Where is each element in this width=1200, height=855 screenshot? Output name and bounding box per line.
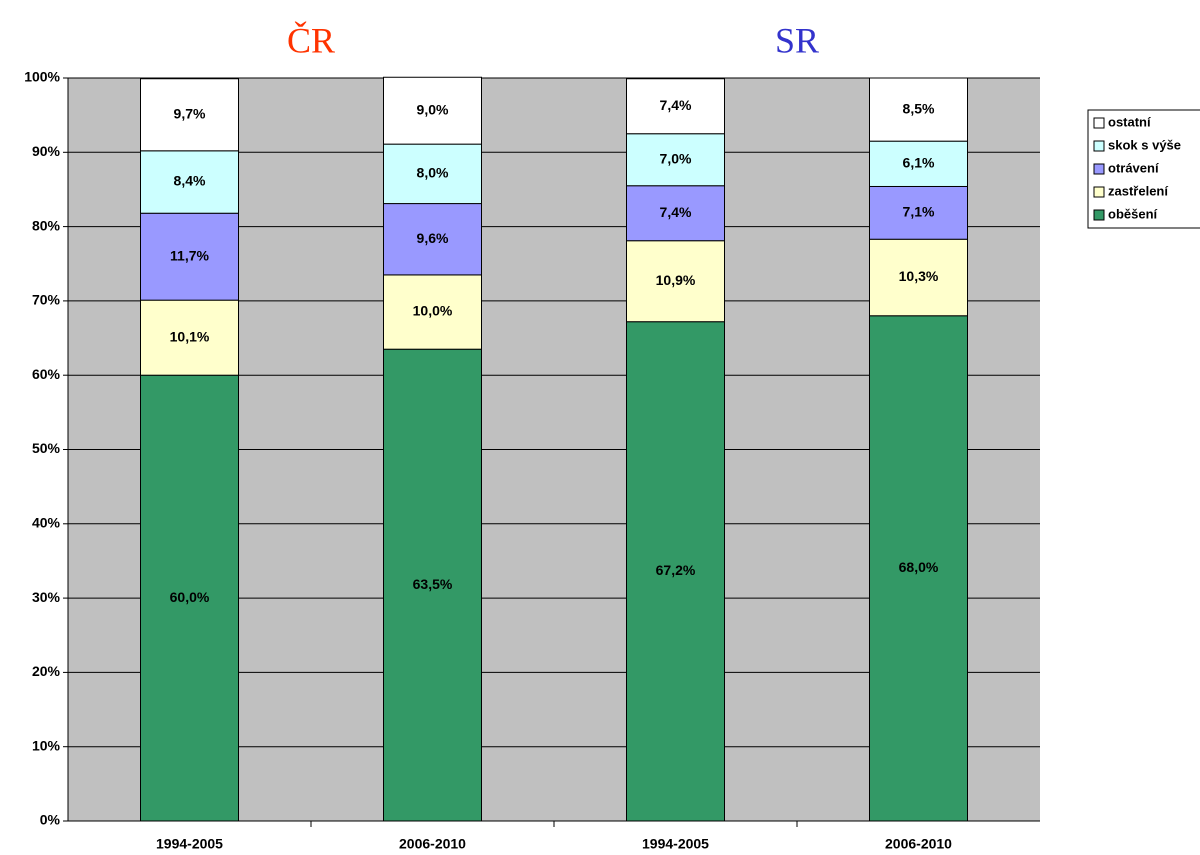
data-label: 6,1% bbox=[903, 155, 935, 171]
bar-segment bbox=[383, 274, 482, 350]
data-label: 7,0% bbox=[660, 150, 692, 166]
y-tick-label: 30% bbox=[32, 589, 61, 605]
y-tick-label: 80% bbox=[32, 217, 61, 233]
bar-segment bbox=[140, 299, 239, 376]
data-label: 10,3% bbox=[899, 268, 939, 284]
legend-swatch bbox=[1093, 140, 1105, 152]
data-label: 68,0% bbox=[899, 559, 939, 575]
data-label: 7,4% bbox=[660, 204, 692, 220]
data-label: 10,1% bbox=[170, 328, 210, 344]
bar-segment bbox=[869, 185, 968, 240]
bar-segment bbox=[383, 348, 482, 822]
data-label: 9,7% bbox=[174, 105, 206, 121]
x-tick-label: 1994-2005 bbox=[156, 836, 223, 852]
legend-label: skok s výše bbox=[1108, 137, 1181, 152]
group-label: ČR bbox=[287, 20, 335, 60]
x-tick-label: 2006-2010 bbox=[399, 836, 466, 852]
legend-label: oběšení bbox=[1108, 206, 1158, 221]
legend-swatch bbox=[1093, 163, 1105, 175]
data-label: 67,2% bbox=[656, 562, 696, 578]
bar-segment bbox=[383, 143, 482, 205]
legend-swatch bbox=[1093, 209, 1105, 221]
x-tick-label: 2006-2010 bbox=[885, 836, 952, 852]
bar-segment bbox=[140, 212, 239, 301]
data-label: 8,4% bbox=[174, 173, 206, 189]
y-tick-label: 20% bbox=[32, 663, 61, 679]
bar-segment bbox=[140, 78, 239, 152]
legend-label: zastřelení bbox=[1108, 183, 1168, 198]
bar-segment bbox=[626, 321, 725, 822]
bar-segment bbox=[626, 133, 725, 187]
bar-segment bbox=[869, 315, 968, 822]
data-label: 7,1% bbox=[903, 204, 935, 220]
bar-segment bbox=[383, 76, 482, 145]
bar-segment bbox=[626, 240, 725, 323]
y-tick-label: 10% bbox=[32, 737, 61, 753]
data-label: 11,7% bbox=[170, 247, 209, 263]
bar-segment bbox=[626, 185, 725, 242]
y-tick-label: 0% bbox=[40, 812, 61, 828]
legend-label: otrávení bbox=[1108, 160, 1159, 175]
group-label: SR bbox=[775, 20, 819, 60]
bar-segment bbox=[869, 77, 968, 142]
y-tick-label: 50% bbox=[32, 440, 61, 456]
data-label: 10,9% bbox=[656, 272, 696, 288]
legend: ostatní skok s výše otrávení zastřelení oběš… bbox=[1087, 109, 1200, 229]
y-tick-label: 60% bbox=[32, 366, 61, 382]
legend-box bbox=[1087, 109, 1200, 229]
y-tick-label: 100% bbox=[24, 69, 60, 85]
legend-swatch bbox=[1093, 117, 1105, 129]
data-label: 7,4% bbox=[660, 97, 692, 113]
y-tick-label: 70% bbox=[32, 292, 61, 308]
bar-segment bbox=[140, 374, 239, 822]
legend-label: ostatní bbox=[1108, 114, 1151, 129]
data-label: 60,0% bbox=[170, 589, 210, 605]
bar-segment bbox=[869, 238, 968, 317]
x-tick-label: 1994-2005 bbox=[642, 836, 709, 852]
bar-segment bbox=[383, 203, 482, 276]
bar-segment bbox=[626, 78, 725, 135]
data-label: 63,5% bbox=[413, 576, 453, 592]
data-label: 9,6% bbox=[417, 230, 449, 246]
data-label: 8,5% bbox=[903, 100, 935, 116]
data-label: 8,0% bbox=[417, 165, 449, 181]
data-label: 10,0% bbox=[413, 303, 453, 319]
legend-swatch bbox=[1093, 186, 1105, 198]
y-tick-label: 90% bbox=[32, 143, 61, 159]
y-tick-label: 40% bbox=[32, 515, 61, 531]
data-label: 9,0% bbox=[417, 101, 449, 117]
